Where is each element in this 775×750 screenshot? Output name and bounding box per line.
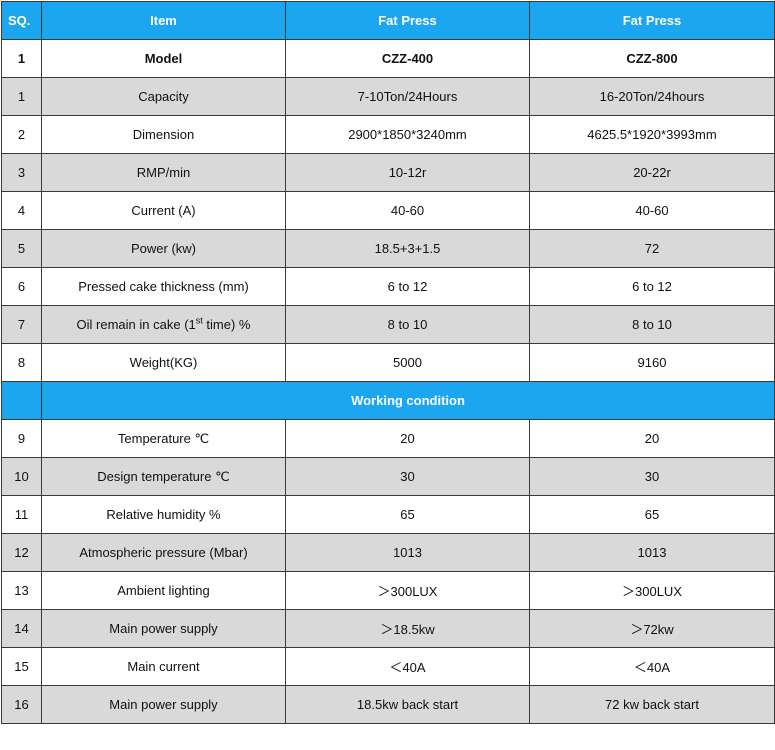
row-sq: 2 [1,115,42,154]
header-col-b: Fat Press [529,1,775,40]
row-sq: 13 [1,571,42,610]
row-sq: 10 [1,457,42,496]
row-col-a: 30 [285,457,530,496]
section-sq-blank [1,381,42,420]
row-col-b: 9160 [529,343,775,382]
row-item: Capacity [41,77,286,116]
row-col-a: ＜40A [285,647,530,686]
row-col-a: 20 [285,419,530,458]
row-item: Dimension [41,115,286,154]
row-item-sup: st [195,315,203,326]
spec-table: SQ. Item Fat Press Fat Press 1 Model CZZ… [1,1,775,724]
table-row: 14 Main power supply ＞18.5kw ＞72kw [1,609,775,648]
row-sq: 11 [1,495,42,534]
table-row: 6 Pressed cake thickness (mm) 6 to 12 6 … [1,267,775,306]
table-row: 13 Ambient lighting ＞300LUX ＞300LUX [1,571,775,610]
row-col-a: 8 to 10 [285,305,530,344]
row-col-a: 1013 [285,533,530,572]
row-sq: 4 [1,191,42,230]
table-row: 3 RMP/min 10-12r 20-22r [1,153,775,192]
row-sq: 6 [1,267,42,306]
header-col-a: Fat Press [285,1,530,40]
row-item: Atmospheric pressure (Mbar) [41,533,286,572]
model-sq: 1 [1,39,42,78]
table-row: 15 Main current ＜40A ＜40A [1,647,775,686]
header-item: Item [41,1,286,40]
row-sq: 16 [1,685,42,724]
row-item: Design temperature ℃ [41,457,286,496]
row-item-post: time) % [202,317,251,332]
row-col-b: 4625.5*1920*3993mm [529,115,775,154]
table-row: 10 Design temperature ℃ 30 30 [1,457,775,496]
row-col-a: 18.5+3+1.5 [285,229,530,268]
row-item: Current (A) [41,191,286,230]
table-row: 12 Atmospheric pressure (Mbar) 1013 1013 [1,533,775,572]
row-col-b: 1013 [529,533,775,572]
row-sq: 12 [1,533,42,572]
row-item: Weight(KG) [41,343,286,382]
row-sq: 5 [1,229,42,268]
row-col-b: 6 to 12 [529,267,775,306]
model-row: 1 Model CZZ-400 CZZ-800 [1,39,775,78]
row-item: Ambient lighting [41,571,286,610]
row-item: Main power supply [41,685,286,724]
row-sq: 14 [1,609,42,648]
row-sq: 7 [1,305,42,344]
section-title: Working condition [41,381,775,420]
header-sq: SQ. [1,1,42,40]
table-row: 8 Weight(KG) 5000 9160 [1,343,775,382]
table-row: 4 Current (A) 40-60 40-60 [1,191,775,230]
model-col-b: CZZ-800 [529,39,775,78]
table-row: 2 Dimension 2900*1850*3240mm 4625.5*1920… [1,115,775,154]
row-sq: 1 [1,77,42,116]
row-item: Oil remain in cake (1st time) % [41,305,286,344]
row-item: Pressed cake thickness (mm) [41,267,286,306]
row-col-b: 72 kw back start [529,685,775,724]
row-sq: 15 [1,647,42,686]
row-col-b: ＞72kw [529,609,775,648]
table-row: 9 Temperature ℃ 20 20 [1,419,775,458]
row-col-b: 20-22r [529,153,775,192]
row-col-b: 8 to 10 [529,305,775,344]
row-col-a: 7-10Ton/24Hours [285,77,530,116]
table-row: 16 Main power supply 18.5kw back start 7… [1,685,775,724]
row-col-b: ＜40A [529,647,775,686]
table-row: 11 Relative humidity % 65 65 [1,495,775,534]
row-col-a: 5000 [285,343,530,382]
row-item-pre: Oil remain in cake (1 [76,317,196,332]
row-col-a: 6 to 12 [285,267,530,306]
row-item: Power (kw) [41,229,286,268]
row-col-b: 65 [529,495,775,534]
row-col-a: 10-12r [285,153,530,192]
row-item: RMP/min [41,153,286,192]
table-row: 1 Capacity 7-10Ton/24Hours 16-20Ton/24ho… [1,77,775,116]
row-col-b: 20 [529,419,775,458]
table-row: 5 Power (kw) 18.5+3+1.5 72 [1,229,775,268]
row-col-a: 40-60 [285,191,530,230]
table-row: 7 Oil remain in cake (1st time) % 8 to 1… [1,305,775,344]
row-col-a: 18.5kw back start [285,685,530,724]
row-col-b: 72 [529,229,775,268]
row-item: Temperature ℃ [41,419,286,458]
row-col-b: ＞300LUX [529,571,775,610]
model-label: Model [41,39,286,78]
row-col-b: 16-20Ton/24hours [529,77,775,116]
row-sq: 8 [1,343,42,382]
row-col-a: ＞300LUX [285,571,530,610]
row-col-b: 30 [529,457,775,496]
row-sq: 9 [1,419,42,458]
table-header-row: SQ. Item Fat Press Fat Press [1,1,775,40]
row-sq: 3 [1,153,42,192]
row-col-b: 40-60 [529,191,775,230]
row-item: Main current [41,647,286,686]
row-item: Relative humidity % [41,495,286,534]
row-col-a: 65 [285,495,530,534]
model-col-a: CZZ-400 [285,39,530,78]
section-header-row: Working condition [1,381,775,420]
row-item: Main power supply [41,609,286,648]
row-col-a: ＞18.5kw [285,609,530,648]
row-col-a: 2900*1850*3240mm [285,115,530,154]
